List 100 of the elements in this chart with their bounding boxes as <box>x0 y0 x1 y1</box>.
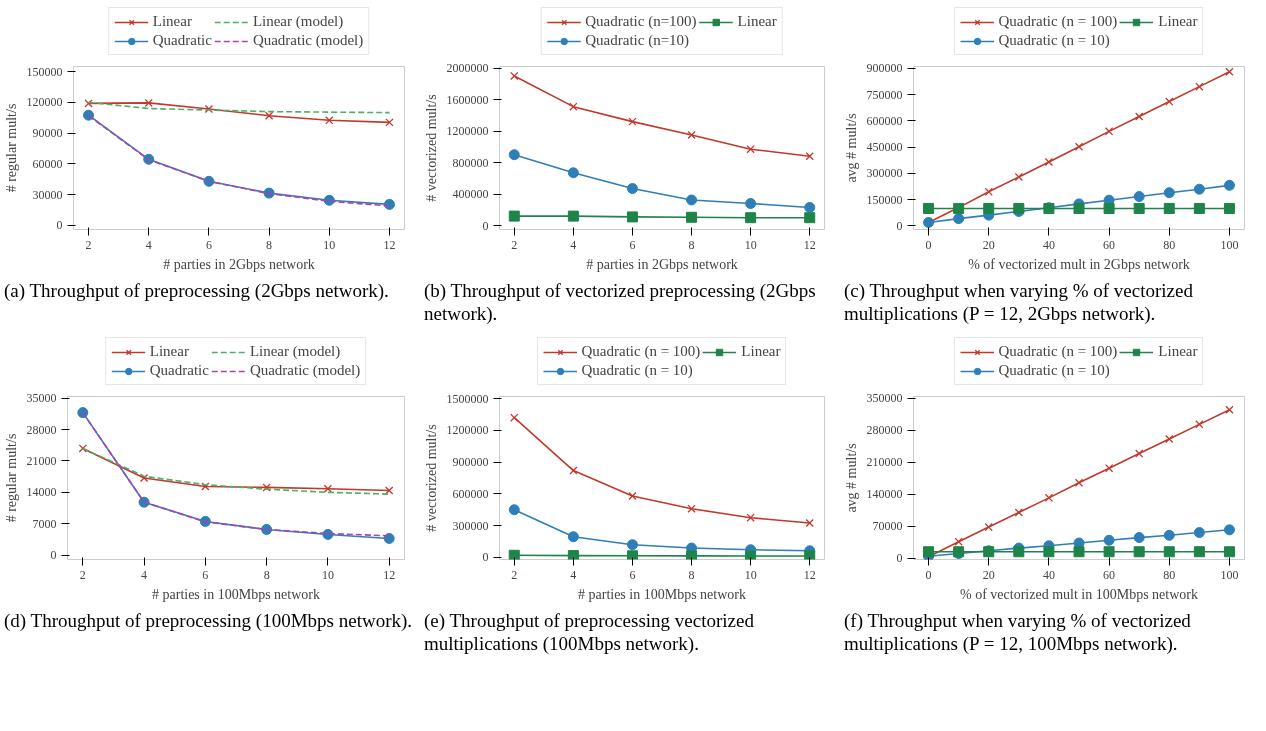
x-tick-label: 12 <box>383 237 396 252</box>
y-tick-label: 120000 <box>26 95 63 110</box>
y-tick-label: 300000 <box>452 518 489 533</box>
x-tick-label: 6 <box>205 237 212 252</box>
y-tick-label: 800000 <box>452 155 489 170</box>
x-tick-label: 2 <box>79 567 86 582</box>
x-tick-label: 2 <box>511 567 518 582</box>
y-tick-label: 2000000 <box>446 61 489 76</box>
legend-label: Quadratic (n=100) <box>585 13 697 30</box>
text: (c) Throughput when varying % of vectorized multiplications (P = 12, 2Gbps network). <box>844 279 1194 325</box>
legend-label: Linear <box>149 343 189 360</box>
y-tick-label: 400000 <box>452 187 489 202</box>
y-tick-label: 210000 <box>866 455 903 470</box>
x-tick-label: 6 <box>629 567 636 582</box>
x-tick-label: 12 <box>383 567 396 582</box>
y-axis-title: # regular mult/s <box>3 433 19 523</box>
y-tick-label: 150000 <box>866 192 903 207</box>
x-tick-label: 80 <box>1163 237 1176 252</box>
x-tick-label: 10 <box>744 237 757 252</box>
y-tick-label: 600000 <box>452 486 489 501</box>
x-axis-title: # parties in 2Gbps network <box>163 256 315 272</box>
legend-label: Linear <box>741 343 781 360</box>
x-tick-label: 0 <box>925 567 932 582</box>
y-axis-title: avg # mult/s <box>843 443 859 513</box>
y-tick-label: 280000 <box>866 423 903 438</box>
y-tick-label: 900000 <box>452 455 489 470</box>
x-axis-title: # parties in 100Mbps network <box>152 586 320 602</box>
x-tick-label: 0 <box>925 237 932 252</box>
y-tick-label: 14000 <box>26 485 57 500</box>
x-tick-label: 20 <box>982 567 995 582</box>
legend-label: Quadratic (model) <box>252 32 364 49</box>
text: (b) Throughput of vectorized preprocessing (2Gbps network). <box>424 279 817 325</box>
y-tick-label: 28000 <box>26 422 57 437</box>
y-tick-label: 30000 <box>32 187 63 202</box>
x-tick-label: 4 <box>141 567 148 582</box>
x-tick-label: 10 <box>321 567 334 582</box>
x-tick-label: 40 <box>1042 237 1055 252</box>
x-axis-title: # parties in 100Mbps network <box>578 586 746 602</box>
y-axis-title: # regular mult/s <box>3 103 19 193</box>
y-tick-label: 0 <box>482 550 489 565</box>
y-tick-label: 140000 <box>866 487 903 502</box>
y-tick-label: 7000 <box>32 516 57 531</box>
x-tick-label: 2 <box>511 237 518 252</box>
y-tick-label: 0 <box>896 218 903 233</box>
legend-label: Quadratic (n = 100) <box>998 343 1118 360</box>
x-tick-label: 10 <box>744 567 757 582</box>
legend-label: Quadratic <box>152 32 212 49</box>
text: (a) Throughput of preprocessing (2Gbps network). <box>4 279 389 302</box>
y-tick-label: 90000 <box>32 126 63 141</box>
x-tick-label: 40 <box>1042 567 1055 582</box>
legend-label: Quadratic <box>149 362 209 379</box>
y-tick-label: 350000 <box>866 391 903 406</box>
y-tick-label: 21000 <box>26 453 57 468</box>
legend-label: Linear <box>1158 343 1198 360</box>
legend-label: Quadratic (model) <box>249 362 361 379</box>
x-axis-title: % of vectorized mult in 2Gbps network <box>968 256 1190 272</box>
y-tick-label: 70000 <box>872 519 903 534</box>
y-tick-label: 0 <box>56 218 63 233</box>
x-tick-label: 80 <box>1163 567 1176 582</box>
x-axis-title: % of vectorized mult in 100Mbps network <box>960 586 1198 602</box>
y-tick-label: 750000 <box>866 87 903 102</box>
x-tick-label: 60 <box>1103 237 1116 252</box>
y-tick-label: 1200000 <box>446 124 489 139</box>
y-tick-label: 900000 <box>866 61 903 76</box>
x-tick-label: 60 <box>1103 567 1116 582</box>
y-tick-label: 35000 <box>26 391 57 406</box>
y-tick-label: 0 <box>482 218 489 233</box>
x-tick-label: 20 <box>982 237 995 252</box>
y-tick-label: 1600000 <box>446 92 489 107</box>
x-axis-title: # parties in 2Gbps network <box>586 256 738 272</box>
y-tick-label: 150000 <box>26 64 63 79</box>
x-tick-label: 12 <box>803 567 816 582</box>
x-tick-label: 8 <box>263 567 270 582</box>
legend-label: Linear <box>737 13 777 30</box>
x-tick-label: 2 <box>85 237 92 252</box>
y-tick-label: 600000 <box>866 113 903 128</box>
legend-label: Quadratic (n = 10) <box>581 362 693 379</box>
y-tick-label: 450000 <box>866 140 903 155</box>
y-axis-title: # vectorized mult/s <box>423 424 439 532</box>
x-tick-label: 4 <box>570 567 577 582</box>
x-tick-label: 4 <box>570 237 577 252</box>
legend-label: Quadratic (n=10) <box>585 32 690 49</box>
x-tick-label: 4 <box>145 237 152 252</box>
legend-label: Quadratic (n = 100) <box>581 343 701 360</box>
y-tick-label: 1500000 <box>446 391 489 406</box>
legend-label: Linear (model) <box>252 13 344 30</box>
text: (e) Throughput of preprocessing vectorized multiplications (100Mbps network). <box>424 609 755 655</box>
y-tick-label: 1200000 <box>446 423 489 438</box>
legend-label: Linear (model) <box>249 343 341 360</box>
y-axis-title: avg # mult/s <box>843 113 859 183</box>
x-tick-label: 6 <box>629 237 636 252</box>
legend-label: Quadratic (n = 10) <box>998 362 1110 379</box>
x-tick-label: 10 <box>323 237 336 252</box>
legend-label: Quadratic (n = 10) <box>998 32 1110 49</box>
legend-label: Linear <box>152 13 192 30</box>
x-tick-label: 12 <box>803 237 816 252</box>
y-axis-title: # vectorized mult/s <box>423 94 439 202</box>
x-tick-label: 6 <box>202 567 209 582</box>
x-tick-label: 100 <box>1220 237 1239 252</box>
y-tick-label: 0 <box>50 548 57 563</box>
